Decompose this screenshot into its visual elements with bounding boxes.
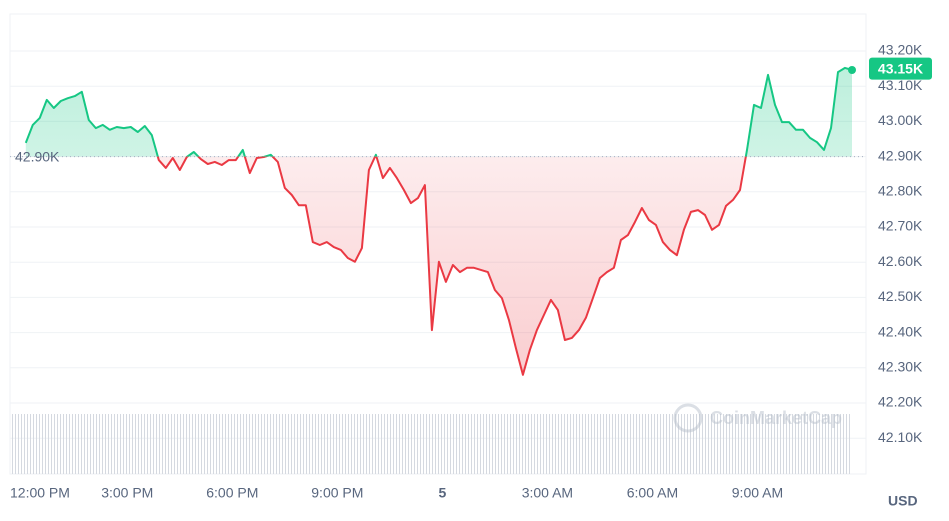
- y-tick-label: 42.10K: [878, 429, 923, 445]
- x-tick-label: 9:00 PM: [311, 485, 363, 501]
- y-tick-label: 42.20K: [878, 394, 923, 410]
- y-tick-label: 42.70K: [878, 218, 923, 234]
- y-tick-label: 42.90K: [878, 147, 923, 163]
- x-tick-label: 6:00 PM: [206, 485, 258, 501]
- y-tick-label: 42.80K: [878, 183, 923, 199]
- x-tick-label: 12:00 PM: [10, 485, 70, 501]
- y-tick-label: 43.20K: [878, 42, 923, 58]
- watermark-logo: [673, 403, 703, 433]
- current-price-tag: [869, 57, 932, 80]
- x-tick-label: 9:00 AM: [732, 485, 783, 501]
- volume-bars: [10, 414, 852, 474]
- currency-label: USD: [888, 493, 918, 509]
- plot: 42.90K: [10, 66, 866, 376]
- last-point: [847, 66, 856, 75]
- y-tick-label: 42.50K: [878, 288, 923, 304]
- watermark-text: CoinMarketCap: [710, 408, 842, 428]
- x-tick-label: 5: [438, 485, 446, 501]
- price-line-down: [156, 156, 747, 376]
- y-tick-label: 43.00K: [878, 112, 923, 128]
- baseline-label: 42.90K: [15, 148, 60, 164]
- x-tick-label: 3:00 AM: [522, 485, 573, 501]
- current-price-label: 43.15K: [878, 60, 923, 76]
- x-tick-label: 3:00 PM: [101, 485, 153, 501]
- y-tick-label: 42.30K: [878, 359, 923, 375]
- y-tick-label: 42.40K: [878, 323, 923, 339]
- x-tick-label: 6:00 AM: [627, 485, 678, 501]
- area-down: [157, 156, 746, 375]
- area-up: [25, 67, 852, 157]
- y-tick-label: 43.10K: [878, 77, 923, 93]
- y-tick-label: 42.60K: [878, 253, 923, 269]
- watermark: CoinMarketCap: [673, 403, 842, 433]
